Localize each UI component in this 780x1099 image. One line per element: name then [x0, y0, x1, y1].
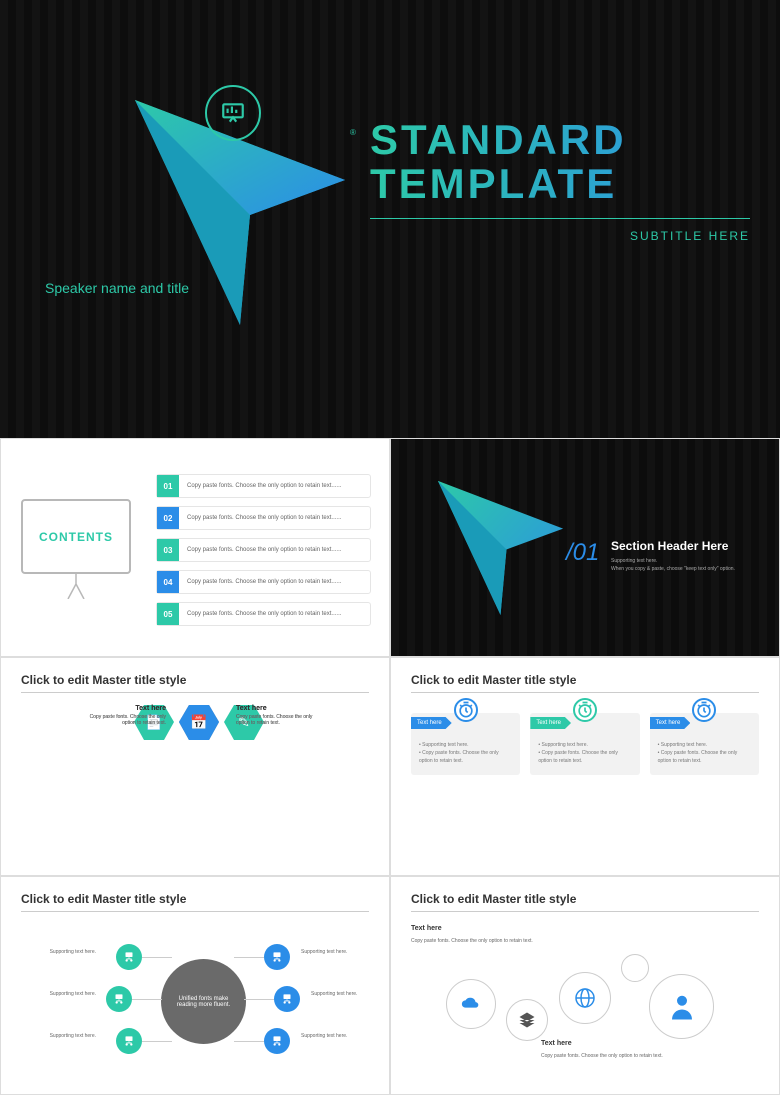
- connector-line: [142, 957, 172, 958]
- ring-5: [649, 974, 714, 1039]
- clock-icon: [573, 698, 597, 722]
- node-icon: [280, 992, 294, 1006]
- toc-item: 03Copy paste fonts. Choose the only opti…: [156, 538, 371, 562]
- card-tab: Text here: [411, 717, 452, 729]
- title-underline: [370, 218, 750, 219]
- main-title-line1: STANDARD: [370, 118, 750, 162]
- toc-text: Copy paste fonts. Choose the only option…: [179, 547, 370, 553]
- connector-line: [142, 1041, 172, 1042]
- connector-line: [132, 999, 162, 1000]
- chain-diagram: Text hereCopy paste fonts. Choose the on…: [411, 924, 759, 1079]
- connector-line: [244, 999, 274, 1000]
- presentation-board-icon: [205, 85, 261, 141]
- toc-number: 01: [157, 475, 179, 497]
- ring-2: [506, 999, 548, 1041]
- circular-slide: Click to edit Master title style Unified…: [0, 876, 390, 1095]
- section-subtitle: Supporting text here. When you copy & pa…: [611, 557, 735, 573]
- node-icon: [270, 950, 284, 964]
- slide-title: Click to edit Master title style: [21, 892, 369, 912]
- card-body: • Supporting text here.• Copy paste font…: [419, 741, 512, 765]
- main-title-line2: TEMPLATE: [370, 162, 750, 206]
- ring-1: [446, 979, 496, 1029]
- contents-slide: CONTENTS 01Copy paste fonts. Choose the …: [0, 438, 390, 657]
- node-label: Supporting text here.: [311, 991, 381, 997]
- toc-item: 05Copy paste fonts. Choose the only opti…: [156, 602, 371, 626]
- node-circle: [116, 944, 142, 970]
- node-circle: [106, 986, 132, 1012]
- node-circle: [116, 1028, 142, 1054]
- card-row: Text here • Supporting text here.• Copy p…: [411, 713, 759, 775]
- person-icon: [667, 992, 697, 1022]
- section-header-slide: /01 Section Header Here Supporting text …: [390, 438, 780, 657]
- screen-stand-icon: [66, 574, 86, 599]
- node-label: Supporting text here.: [301, 949, 371, 955]
- calendar-icon: 📅: [190, 714, 207, 731]
- toc-number: 03: [157, 539, 179, 561]
- text-block-bl: Text hereCopy paste fonts. Choose the on…: [76, 705, 166, 726]
- clock-icon: [454, 698, 478, 722]
- chain-text-bottom: Text hereCopy paste fonts. Choose the on…: [541, 1039, 721, 1060]
- clock-icon: [692, 698, 716, 722]
- node-label: Supporting text here.: [26, 991, 96, 997]
- info-card: Text here • Supporting text here.• Copy p…: [530, 713, 639, 775]
- node-icon: [122, 950, 136, 964]
- projector-screen-icon: CONTENTS: [21, 499, 131, 574]
- toc-item: 02Copy paste fonts. Choose the only opti…: [156, 506, 371, 530]
- hexagon-slide: Click to edit Master title style 🖥 📄 Tex…: [0, 657, 390, 876]
- section-title: Section Header Here: [611, 539, 728, 553]
- cards-slide: Click to edit Master title style Text he…: [390, 657, 780, 876]
- node-circle: [264, 1028, 290, 1054]
- toc-number: 02: [157, 507, 179, 529]
- ring-4: [621, 954, 649, 982]
- chain-text-top: Text hereCopy paste fonts. Choose the on…: [411, 924, 591, 945]
- subtitle: SUBTITLE HERE: [370, 229, 750, 243]
- node-icon: [270, 1034, 284, 1048]
- connector-line: [234, 1041, 264, 1042]
- connector-line: [234, 957, 264, 958]
- info-card: Text here • Supporting text here.• Copy p…: [411, 713, 520, 775]
- info-card: Text here • Supporting text here.• Copy p…: [650, 713, 759, 775]
- toc-list: 01Copy paste fonts. Choose the only opti…: [156, 474, 371, 634]
- speaker-label: Speaker name and title: [45, 280, 189, 296]
- node-circle: [274, 986, 300, 1012]
- title-slide: ® STANDARD TEMPLATE SUBTITLE HERE Speake…: [0, 0, 780, 438]
- node-icon: [112, 992, 126, 1006]
- circular-diagram: Unified fonts make reading more fluent. …: [21, 924, 369, 1079]
- card-tab: Text here: [650, 717, 691, 729]
- cloud-icon: [460, 993, 482, 1015]
- node-label: Supporting text here.: [301, 1033, 371, 1039]
- toc-number: 04: [157, 571, 179, 593]
- card-body: • Supporting text here.• Copy paste font…: [538, 741, 631, 765]
- card-body: • Supporting text here.• Copy paste font…: [658, 741, 751, 765]
- chain-slide: Click to edit Master title style Text he…: [390, 876, 780, 1095]
- slide-title: Click to edit Master title style: [411, 673, 759, 693]
- center-circle: Unified fonts make reading more fluent.: [161, 959, 246, 1044]
- node-label: Supporting text here.: [26, 1033, 96, 1039]
- toc-text: Copy paste fonts. Choose the only option…: [179, 579, 370, 585]
- globe-icon: [573, 986, 597, 1010]
- node-icon: [122, 1034, 136, 1048]
- node-label: Supporting text here.: [26, 949, 96, 955]
- text-block-br: Text hereCopy paste fonts. Choose the on…: [236, 705, 326, 726]
- toc-text: Copy paste fonts. Choose the only option…: [179, 483, 370, 489]
- toc-number: 05: [157, 603, 179, 625]
- slide-title: Click to edit Master title style: [21, 673, 369, 693]
- toc-text: Copy paste fonts. Choose the only option…: [179, 515, 370, 521]
- hex-bottom: 📅: [179, 705, 219, 740]
- hexagon-diagram: 🖥 📄 Text ✎ 📅 Text hereCopy paste fonts. …: [21, 705, 369, 855]
- registered-mark: ®: [350, 128, 356, 137]
- toc-text: Copy paste fonts. Choose the only option…: [179, 611, 370, 617]
- layers-icon: [518, 1011, 536, 1029]
- toc-item: 01Copy paste fonts. Choose the only opti…: [156, 474, 371, 498]
- paper-plane-icon: [426, 469, 581, 624]
- section-number: /01: [566, 539, 599, 567]
- contents-label: CONTENTS: [39, 530, 113, 544]
- slide-title: Click to edit Master title style: [411, 892, 759, 912]
- ring-3: [559, 972, 611, 1024]
- card-tab: Text here: [530, 717, 571, 729]
- title-block: STANDARD TEMPLATE SUBTITLE HERE: [370, 118, 750, 243]
- toc-item: 04Copy paste fonts. Choose the only opti…: [156, 570, 371, 594]
- node-circle: [264, 944, 290, 970]
